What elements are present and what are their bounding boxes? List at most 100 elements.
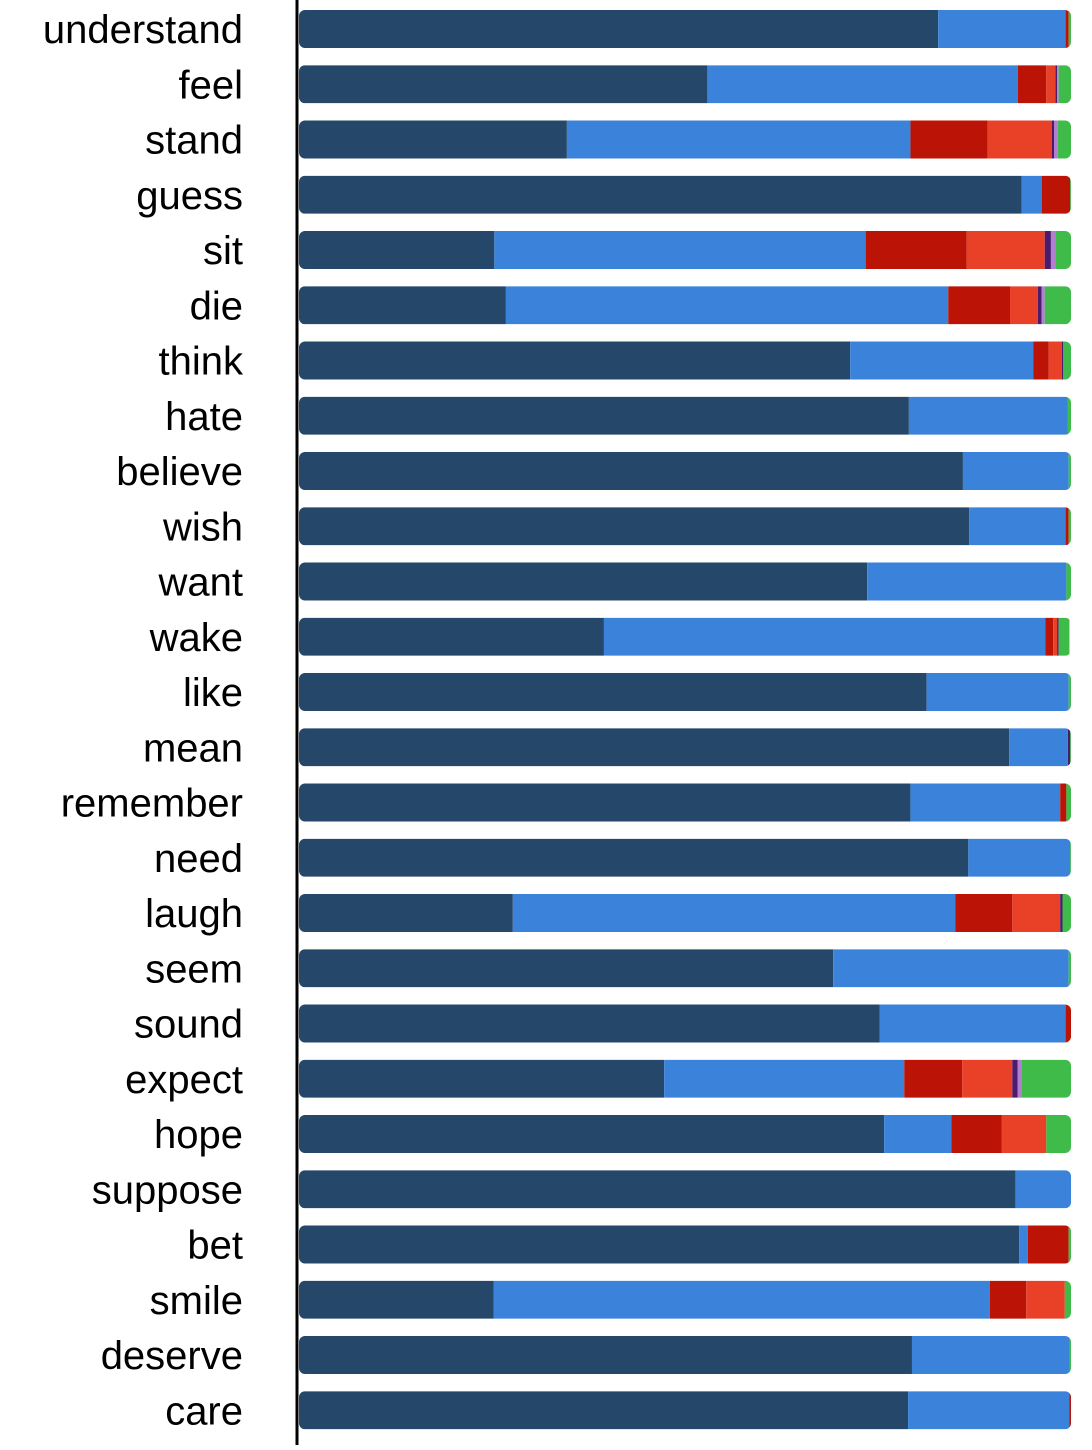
bar-row-need <box>299 838 1071 877</box>
bar-segment-sit-3 <box>966 231 1045 269</box>
bar-row-feel <box>299 65 1071 104</box>
bar-row-laugh <box>299 894 1071 932</box>
bar-segment-wish-2 <box>1065 507 1069 546</box>
bar-segment-bet-0 <box>299 1225 1020 1264</box>
category-labels: understand feel stand guess sit die think hate b… <box>43 8 244 1433</box>
bar-segment-deserve-6 <box>1069 1336 1071 1374</box>
bar-segment-expect-1 <box>664 1059 905 1098</box>
bar-segment-smile-1 <box>493 1280 990 1319</box>
bar-segment-guess-0 <box>299 175 1022 214</box>
bar-row-suppose <box>299 1170 1071 1209</box>
bar-segment-sit-0 <box>299 231 495 269</box>
category-label-expect: expect <box>125 1058 243 1102</box>
bar-segment-hope-6 <box>1046 1115 1071 1153</box>
bar-segment-laugh-1 <box>512 894 956 932</box>
bar-segment-understand-1 <box>938 10 1066 48</box>
bar-row-think <box>299 341 1071 380</box>
bar-segment-hope-3 <box>1001 1115 1047 1153</box>
bar-segment-remember-1 <box>910 783 1061 822</box>
bar-segment-die-6 <box>1044 286 1071 325</box>
bar-row-die <box>299 286 1071 325</box>
bar-segment-think-2 <box>1033 341 1049 380</box>
bar-segment-mean-1 <box>1009 728 1068 767</box>
bar-segment-sound-1 <box>879 1004 1066 1043</box>
bar-segment-need-1 <box>968 838 1071 877</box>
bar-segment-smile-2 <box>989 1280 1027 1319</box>
bar-segment-laugh-6 <box>1062 894 1071 932</box>
category-label-guess: guess <box>136 174 243 218</box>
category-label-want: want <box>158 561 244 605</box>
category-label-care: care <box>165 1389 243 1433</box>
bar-row-sit <box>299 231 1071 269</box>
bar-segment-expect-4 <box>1012 1059 1018 1098</box>
bar-segment-stand-5 <box>1054 120 1058 159</box>
bar-segment-sound-0 <box>299 1004 880 1043</box>
bar-row-bet <box>299 1225 1071 1264</box>
bar-segment-want-1 <box>867 562 1067 601</box>
bar-segment-remember-2 <box>1060 783 1067 822</box>
bar-segment-feel-2 <box>1017 65 1047 104</box>
bar-segment-stand-4 <box>1051 120 1055 159</box>
bar-segment-wake-6 <box>1058 617 1070 656</box>
bar-segment-bet-6 <box>1068 1225 1071 1264</box>
bar-segment-understand-2 <box>1065 10 1069 48</box>
bar-segment-feel-4 <box>1055 65 1058 104</box>
category-label-like: like <box>183 671 243 715</box>
bar-segment-expect-3 <box>962 1059 1013 1098</box>
bar-segment-hate-6 <box>1067 396 1071 435</box>
bar-segment-wish-1 <box>969 507 1066 546</box>
bar-segment-smile-6 <box>1064 1280 1071 1319</box>
bar-segment-like-6 <box>1068 673 1071 711</box>
bar-segment-smile-3 <box>1026 1280 1065 1319</box>
bar-segment-care-2 <box>1069 1391 1071 1430</box>
bar-segment-wish-6 <box>1068 507 1071 546</box>
bar-segment-expect-0 <box>299 1059 665 1098</box>
bar-segment-guess-6 <box>1070 175 1071 214</box>
bar-segment-wake-1 <box>603 617 1046 656</box>
bar-segment-die-4 <box>1037 286 1042 325</box>
bar-segment-wish-0 <box>299 507 970 546</box>
bar-segment-feel-3 <box>1046 65 1056 104</box>
bar-segment-laugh-4 <box>1060 894 1063 932</box>
bar-row-understand <box>299 10 1071 48</box>
bar-segment-think-3 <box>1048 341 1062 380</box>
bar-segment-mean-6 <box>1070 728 1071 767</box>
category-label-mean: mean <box>143 726 243 770</box>
bar-segment-remember-6 <box>1066 783 1071 822</box>
bar-row-hate <box>299 396 1071 435</box>
category-label-bet: bet <box>187 1224 243 1268</box>
bar-segment-mean-0 <box>299 728 1010 767</box>
bar-segment-hope-0 <box>299 1115 885 1153</box>
bar-segment-wake-2 <box>1045 617 1054 656</box>
bar-segment-suppose-0 <box>299 1170 1016 1209</box>
category-label-laugh: laugh <box>145 892 243 936</box>
bar-segment-laugh-3 <box>1012 894 1061 932</box>
category-label-sound: sound <box>134 1003 243 1047</box>
bar-segment-smile-0 <box>299 1280 494 1319</box>
category-label-die: die <box>190 284 243 328</box>
bar-segment-sound-2 <box>1065 1004 1071 1043</box>
bar-segment-die-1 <box>505 286 949 325</box>
bar-segment-believe-6 <box>1068 452 1071 490</box>
category-label-feel: feel <box>179 63 244 107</box>
bar-segment-feel-0 <box>299 65 708 104</box>
bar-segment-believe-0 <box>299 452 963 490</box>
bar-row-hope <box>299 1115 1071 1153</box>
bar-segment-die-2 <box>948 286 1011 325</box>
bar-segment-remember-0 <box>299 783 911 822</box>
bar-row-sound <box>299 1004 1071 1043</box>
bar-segment-sit-6 <box>1055 231 1071 269</box>
bars <box>299 10 1071 1430</box>
bar-segment-die-5 <box>1041 286 1045 325</box>
bar-segment-deserve-0 <box>299 1336 912 1374</box>
bar-segment-sit-1 <box>494 231 866 269</box>
bar-row-stand <box>299 120 1071 159</box>
bar-segment-bet-2 <box>1027 1225 1069 1264</box>
bar-segment-understand-6 <box>1068 10 1071 48</box>
bar-segment-laugh-2 <box>955 894 1013 932</box>
bar-row-expect <box>299 1059 1071 1098</box>
bar-segment-like-0 <box>299 673 927 711</box>
bar-row-deserve <box>299 1336 1071 1374</box>
bar-row-care <box>299 1391 1071 1430</box>
